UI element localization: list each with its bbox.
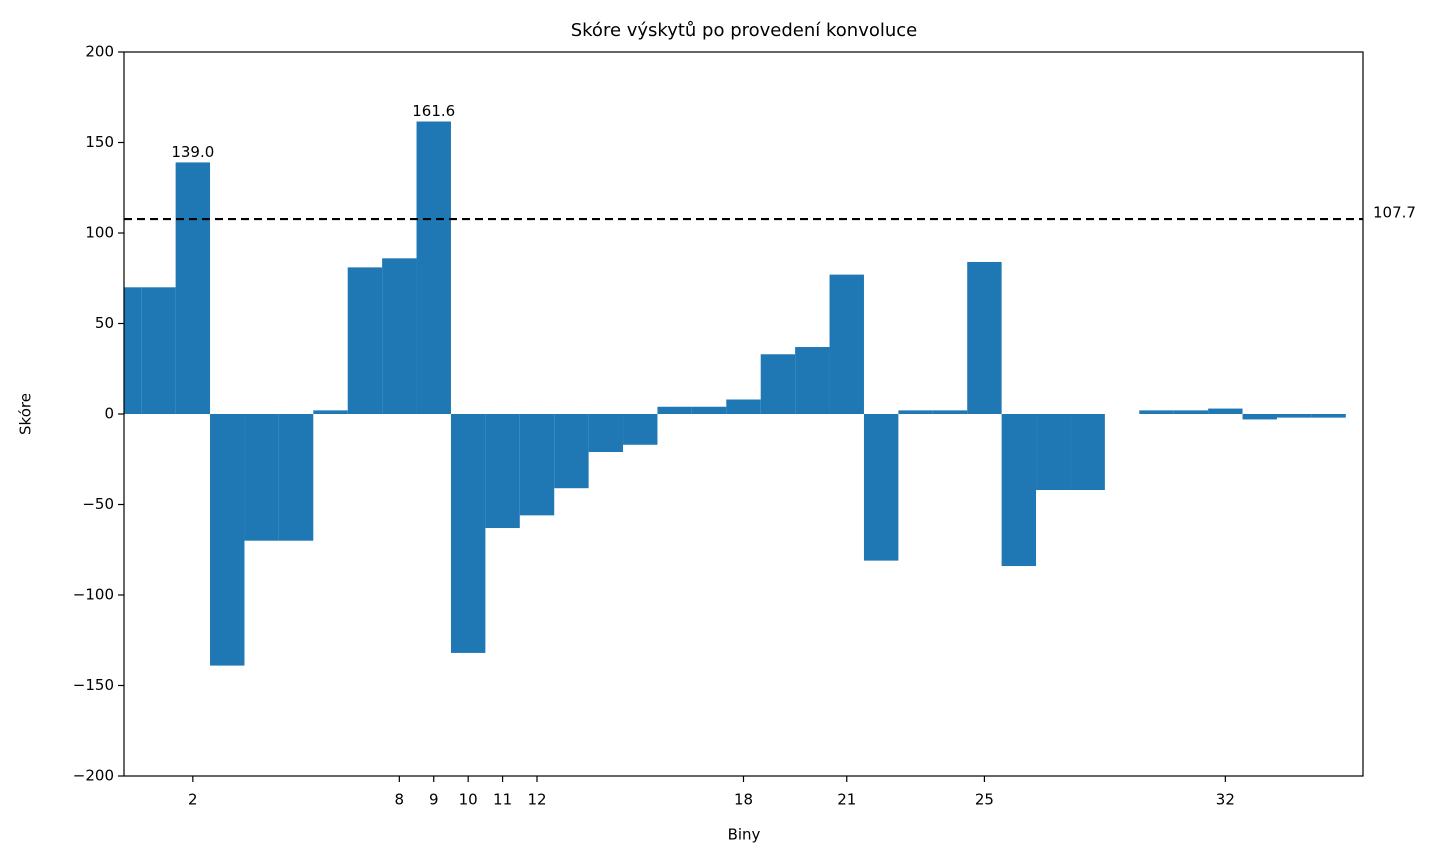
- bar: [347, 267, 383, 414]
- bar: [623, 414, 658, 445]
- bar: [313, 410, 348, 414]
- bar: [760, 354, 796, 414]
- x-tick-label: 10: [459, 791, 478, 809]
- bar: [1036, 414, 1071, 491]
- bar: [829, 274, 864, 414]
- plot-area: [124, 121, 1346, 666]
- bar: [691, 406, 727, 414]
- chart-title: Skóre výskytů po provedení konvoluce: [571, 20, 918, 41]
- x-tick-label: 9: [429, 791, 439, 809]
- bar: [1311, 414, 1346, 418]
- bar: [485, 414, 520, 529]
- value-label: 161.6: [412, 102, 455, 120]
- x-tick-label: 21: [837, 791, 856, 809]
- bar: [1276, 414, 1312, 418]
- x-tick-label: 8: [395, 791, 405, 809]
- x-axis-label: Biny: [728, 826, 761, 844]
- bar: [244, 414, 279, 541]
- bar: [898, 410, 933, 414]
- x-tick-label: 12: [527, 791, 546, 809]
- bar: [124, 287, 142, 414]
- y-tick-label: 50: [95, 314, 114, 332]
- bar: [932, 410, 968, 414]
- x-tick-label: 18: [734, 791, 753, 809]
- bar: [278, 414, 314, 541]
- y-axis-label: Skóre: [17, 393, 35, 435]
- y-tick-label: 200: [85, 43, 114, 61]
- bar: [1208, 408, 1243, 414]
- bar: [519, 414, 555, 516]
- bar: [657, 406, 692, 414]
- y-tick-label: −50: [82, 495, 114, 513]
- bar: [1173, 410, 1209, 414]
- y-tick-label: 100: [85, 224, 114, 242]
- bar: [863, 414, 899, 561]
- bar: [175, 162, 211, 414]
- bar: [450, 414, 486, 653]
- y-tick-label: −150: [73, 676, 114, 694]
- bar: [1070, 414, 1105, 491]
- bar: [967, 261, 1002, 414]
- bar: [1242, 414, 1277, 420]
- bar: [795, 347, 830, 414]
- bar: [554, 414, 589, 489]
- y-tick-label: −100: [73, 586, 114, 604]
- bar: [210, 414, 245, 666]
- threshold-label: 107.7: [1373, 204, 1416, 222]
- x-tick-label: 2: [188, 791, 198, 809]
- x-tick-label: 25: [975, 791, 994, 809]
- value-label: 139.0: [171, 143, 214, 161]
- y-tick-label: −200: [73, 767, 114, 785]
- bar: [1001, 414, 1037, 567]
- y-tick-label: 150: [85, 133, 114, 151]
- bar: [141, 287, 176, 414]
- y-tick-label: 0: [104, 405, 114, 423]
- x-tick-label: 11: [493, 791, 512, 809]
- x-tick-label: 32: [1216, 791, 1235, 809]
- bar: [1139, 410, 1174, 414]
- bar: [588, 414, 624, 453]
- bar: [382, 258, 417, 414]
- bar: [416, 121, 451, 414]
- bar: [726, 399, 761, 414]
